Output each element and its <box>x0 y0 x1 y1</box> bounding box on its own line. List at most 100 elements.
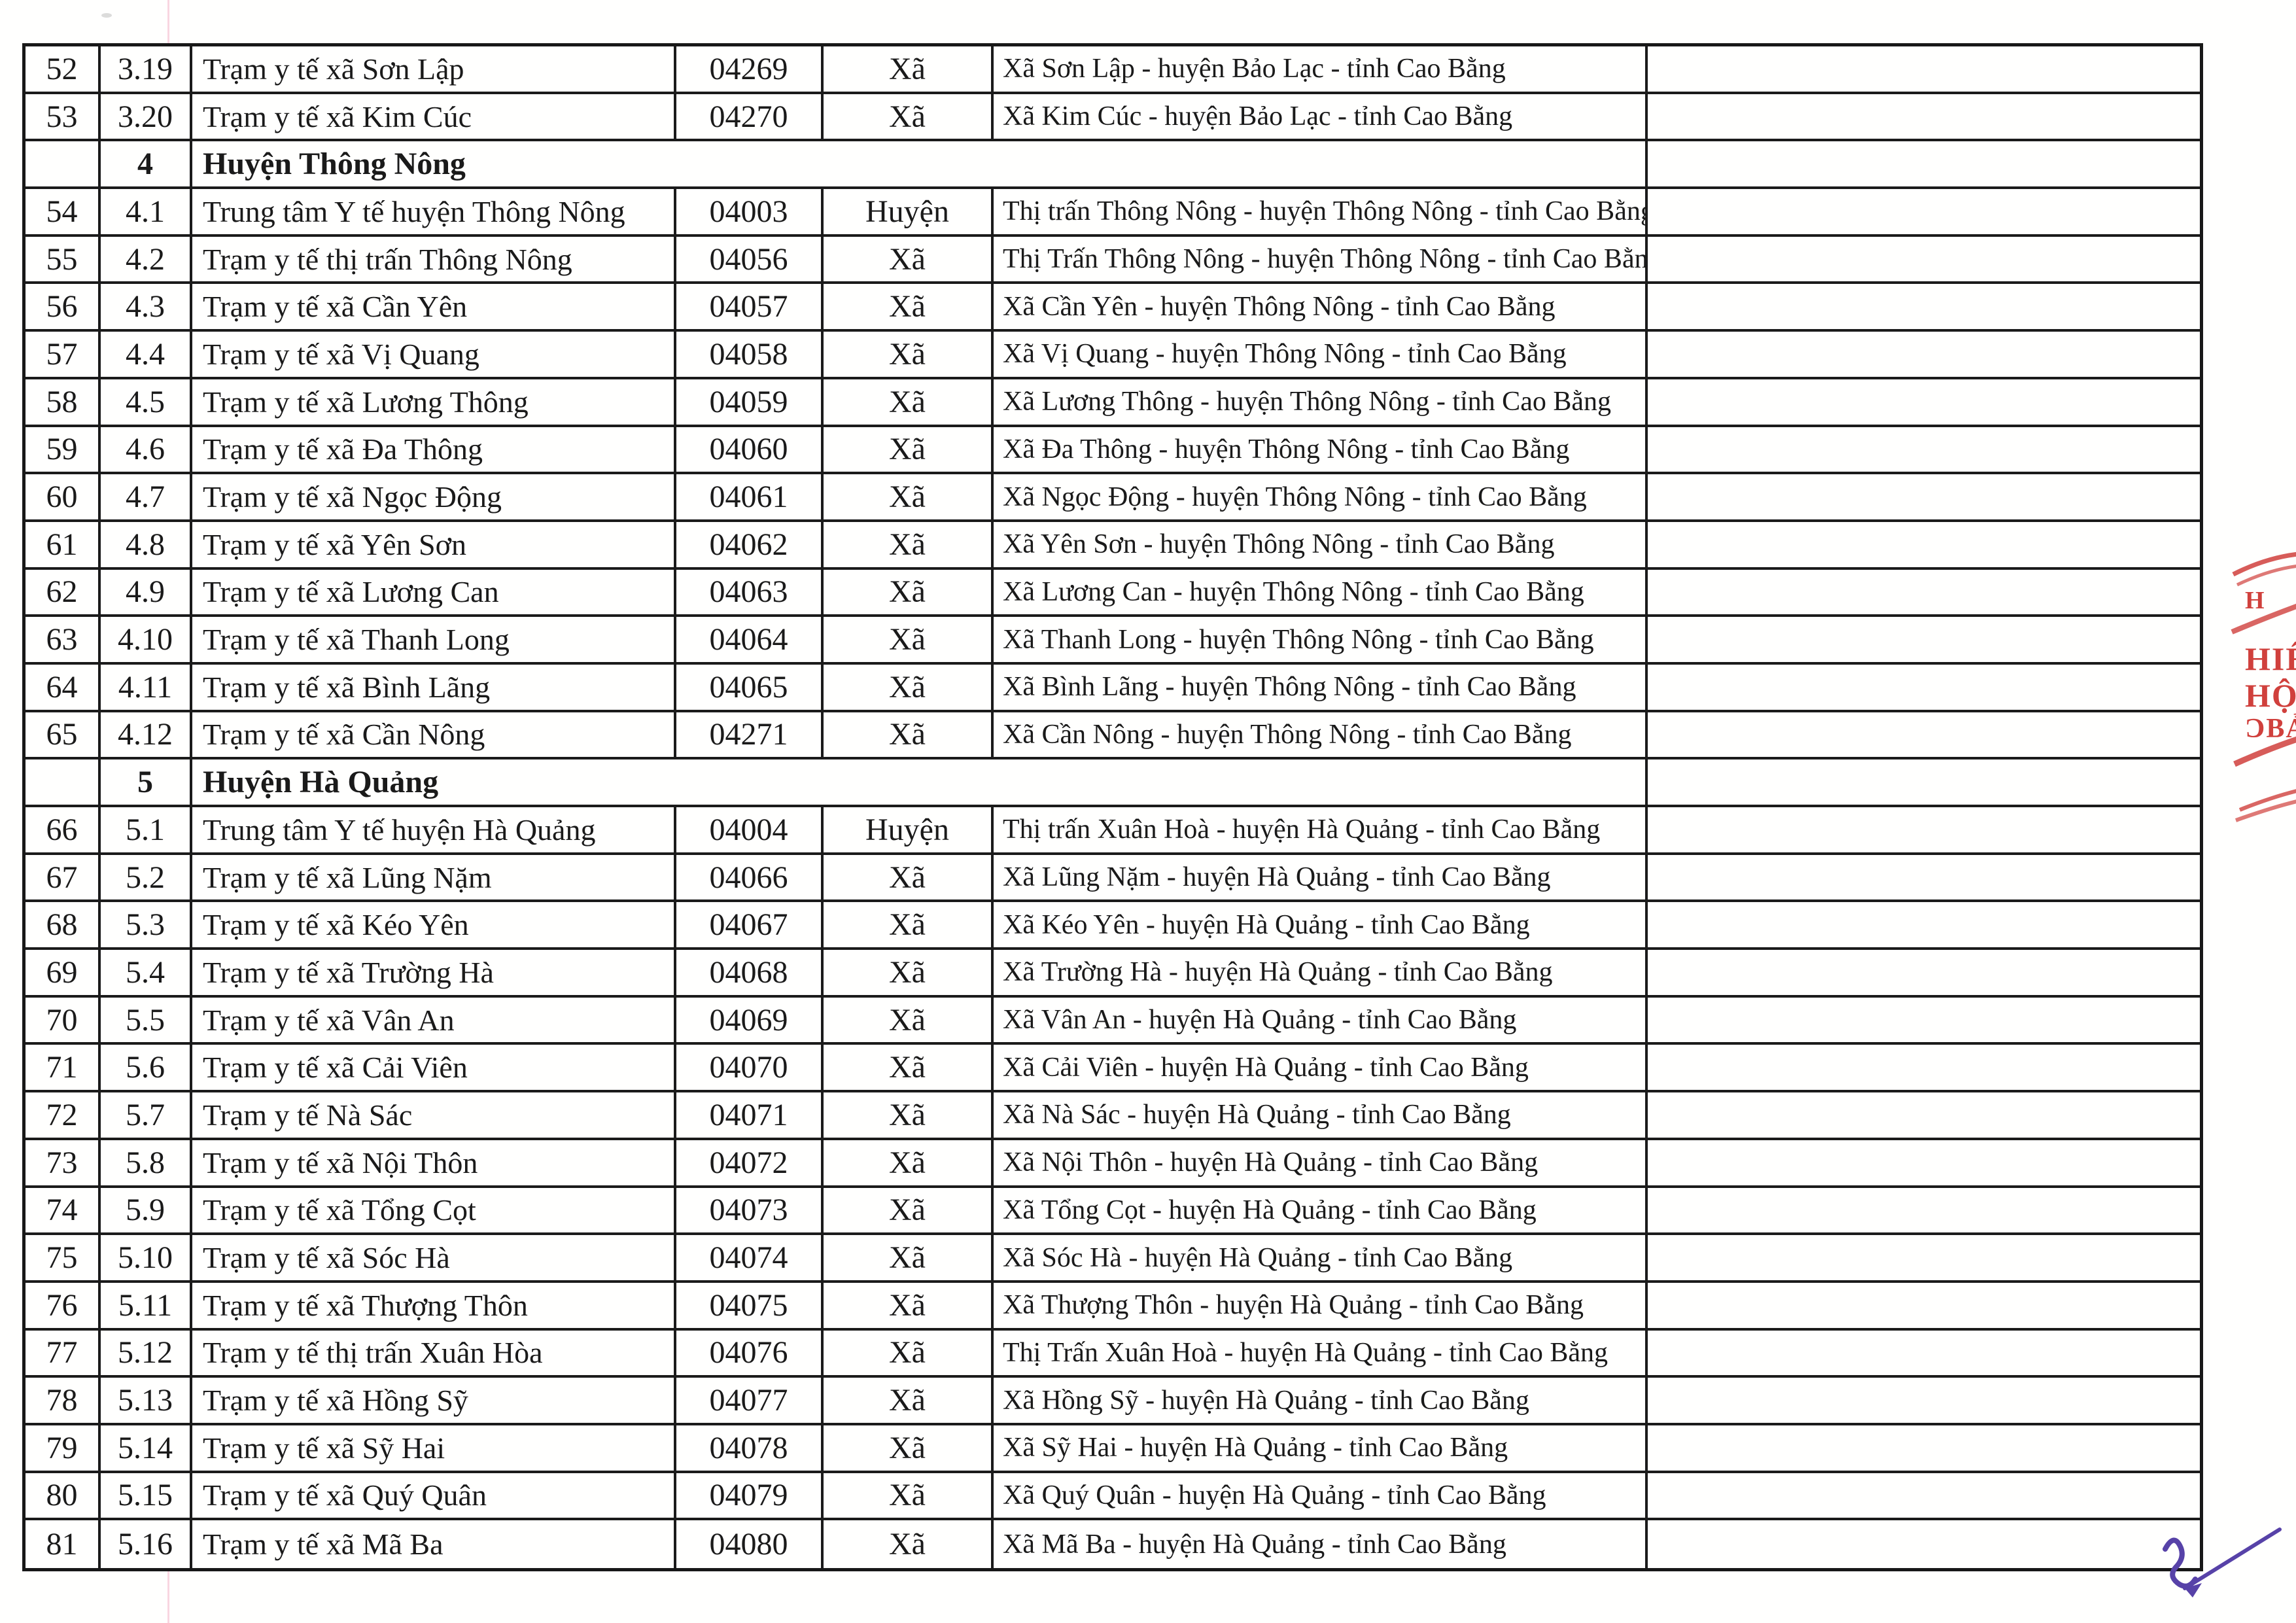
cell-stt: 66 <box>26 807 101 855</box>
cell-code: 04269 <box>676 46 824 94</box>
cell-level: Xã <box>824 1378 994 1425</box>
cell-index: 4.8 <box>101 521 192 570</box>
cell-address: Xã Vân An - huyện Hà Quảng - tỉnh Cao Bằ… <box>994 997 1648 1045</box>
cell-extra <box>1648 1045 2200 1093</box>
cell-index: 5.10 <box>101 1235 192 1283</box>
cell-level: Xã <box>824 1235 994 1283</box>
cell-name: Trạm y tế thị trấn Xuân Hòa <box>192 1330 676 1378</box>
cell-code: 04074 <box>676 1235 824 1283</box>
cell-index: 3.19 <box>101 46 192 94</box>
cell-address: Thị trấn Xuân Hoà - huyện Hà Quảng - tỉn… <box>994 807 1648 855</box>
cell-extra <box>1648 570 2200 618</box>
cell-extra <box>1648 1140 2200 1188</box>
cell-extra <box>1648 189 2200 237</box>
cell-level: Xã <box>824 474 994 522</box>
cell-address: Xã Cần Nông - huyện Thông Nông - tỉnh Ca… <box>994 712 1648 760</box>
cell-extra <box>1648 759 2200 807</box>
cell-code: 04062 <box>676 521 824 570</box>
cell-code: 04079 <box>676 1473 824 1521</box>
cell-extra <box>1648 332 2200 379</box>
cell-level: Xã <box>824 94 994 142</box>
cell-extra <box>1648 1425 2200 1473</box>
cell-extra <box>1648 1235 2200 1283</box>
cell-name: Trạm y tế xã Thanh Long <box>192 617 676 665</box>
cell-code: 04075 <box>676 1282 824 1331</box>
cell-extra <box>1648 1188 2200 1236</box>
cell-stt: 62 <box>26 569 101 618</box>
cell-level: Xã <box>824 427 994 475</box>
cell-index: 5.8 <box>101 1140 192 1188</box>
cell-stt: 80 <box>26 1473 101 1521</box>
cell-level: Xã <box>824 1140 994 1188</box>
cell-index: 5.13 <box>101 1378 192 1425</box>
cell-name: Trạm y tế xã Quý Quân <box>192 1473 676 1521</box>
cell-code: 04066 <box>676 854 824 903</box>
cell-level: Xã <box>824 46 994 94</box>
cell-index: 5.16 <box>101 1520 192 1568</box>
red-stamp-fragment: H HIÊHỘƆBẢI <box>2207 548 2296 862</box>
cell-stt: 59 <box>26 427 101 475</box>
cell-level: Xã <box>824 950 994 998</box>
cell-extra <box>1648 237 2200 285</box>
cell-extra <box>1648 1473 2200 1521</box>
cell-extra <box>1648 998 2200 1045</box>
cell-index: 5.12 <box>101 1330 192 1378</box>
cell-address: Xã Sơn Lập - huyện Bảo Lạc - tỉnh Cao Bằ… <box>994 46 1648 94</box>
cell-level: Xã <box>824 1282 994 1331</box>
cell-stt: 78 <box>26 1378 101 1425</box>
cell-name: Trạm y tế xã Sỹ Hai <box>192 1425 676 1473</box>
cell-code: 04060 <box>676 427 824 475</box>
cell-extra <box>1648 712 2200 760</box>
facility-table: 52 3.19 Trạm y tế xã Sơn Lập 04269 Xã Xã Sơn … <box>22 43 2203 1571</box>
cell-stt: 57 <box>26 332 101 379</box>
cell-name: Trạm y tế xã Mã Ba <box>192 1520 676 1568</box>
stamp-text-3: ƆBẢI <box>2245 714 2296 744</box>
cell-extra <box>1648 1378 2200 1425</box>
cell-name: Trạm y tế xã Vị Quang <box>192 332 676 379</box>
cell-name: Trạm y tế xã Cần Yên <box>192 284 676 332</box>
cell-extra <box>1648 474 2200 522</box>
cell-stt: 71 <box>26 1045 101 1093</box>
cell-code: 04067 <box>676 902 824 951</box>
cell-address: Xã Lương Thông - huyện Thông Nông - tỉnh… <box>994 379 1648 427</box>
cell-stt: 65 <box>26 712 101 760</box>
cell-address: Xã Mã Ba - huyện Hà Quảng - tỉnh Cao Bằn… <box>994 1520 1648 1568</box>
cell-extra <box>1648 141 2200 190</box>
cell-extra <box>1648 1520 2200 1568</box>
cell-level: Xã <box>824 1425 994 1473</box>
cell-code: 04068 <box>676 950 824 998</box>
stamp-text-1: HIÊ <box>2245 640 2296 677</box>
cell-level: Xã <box>824 1330 994 1378</box>
cell-level: Huyện <box>824 807 994 855</box>
cell-stt: 67 <box>26 854 101 903</box>
cell-level: Xã <box>824 236 994 285</box>
cell-section-name: Huyện Thông Nông <box>192 141 1648 190</box>
cell-code: 04064 <box>676 617 824 665</box>
cell-level: Xã <box>824 1520 994 1568</box>
cell-name: Trạm y tế xã Kim Cúc <box>192 94 676 142</box>
cell-code: 04077 <box>676 1378 824 1425</box>
cell-name: Trạm y tế Nà Sác <box>192 1092 676 1140</box>
cell-index: 5.11 <box>101 1282 192 1331</box>
cell-level: Xã <box>824 712 994 760</box>
cell-stt: 56 <box>26 284 101 332</box>
cell-address: Xã Cải Viên - huyện Hà Quảng - tỉnh Cao … <box>994 1045 1648 1093</box>
cell-index: 5.1 <box>101 807 192 855</box>
cell-index: 5.6 <box>101 1045 192 1093</box>
cell-stt <box>26 141 101 190</box>
cell-index: 5 <box>101 759 192 807</box>
cell-name: Trạm y tế xã Bình Lãng <box>192 664 676 712</box>
cell-level: Xã <box>824 1187 994 1236</box>
cell-address: Xã Sỹ Hai - huyện Hà Quảng - tỉnh Cao Bằ… <box>994 1425 1648 1473</box>
cell-index: 5.2 <box>101 854 192 903</box>
cell-index: 4.6 <box>101 427 192 475</box>
cell-code: 04070 <box>676 1045 824 1093</box>
cell-stt: 77 <box>26 1330 101 1378</box>
cell-level: Xã <box>824 284 994 332</box>
cell-index: 4.12 <box>101 712 192 760</box>
cell-index: 5.3 <box>101 902 192 951</box>
cell-stt: 79 <box>26 1425 101 1473</box>
cell-name: Trạm y tế xã Sóc Hà <box>192 1235 676 1283</box>
cell-name: Trạm y tế xã Đa Thông <box>192 427 676 475</box>
